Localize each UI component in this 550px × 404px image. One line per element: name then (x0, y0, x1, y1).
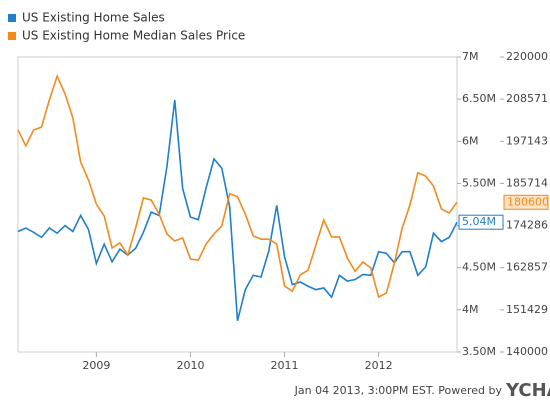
y2-tick-label: 185714 (506, 176, 548, 189)
legend-swatch (8, 32, 16, 40)
legend-swatch (8, 14, 16, 22)
y2-tick-label: 208571 (506, 92, 548, 105)
brand: YCHARTS (505, 380, 550, 401)
y-tick-label: 4.50M (462, 261, 496, 274)
y2-tick-label: 197143 (506, 134, 548, 147)
y-tick-label: 6.50M (462, 92, 496, 105)
y-tick-label: 7M (462, 50, 479, 63)
y2-tick-label: 174286 (506, 219, 548, 232)
legend-label: US Existing Home Median Sales Price (22, 29, 245, 43)
series-line (17, 73, 458, 299)
y-tick-label: 4M (462, 303, 479, 316)
x-tick-label: 2009 (82, 359, 110, 372)
plot-frame (17, 56, 458, 353)
x-tick-label: 2010 (176, 359, 204, 372)
footer: Jan 04 2013, 3:00PM EST. Powered by (294, 384, 503, 397)
end-label: 5.04M (462, 215, 496, 228)
end-label-box (458, 214, 504, 230)
y-tick-label: 5.50M (462, 176, 496, 189)
x-tick-label: 2012 (365, 359, 393, 372)
end-label: 180600 (507, 195, 549, 208)
y2-tick-label: 151429 (506, 303, 548, 316)
y2-tick-label: 140000 (506, 345, 548, 358)
y-tick-label: 6M (462, 134, 479, 147)
end-label-box (503, 194, 549, 210)
series-line (17, 99, 458, 322)
y2-tick-label: 220000 (506, 50, 548, 63)
legend-label: US Existing Home Sales (22, 11, 165, 25)
y-tick-label: 3.50M (462, 345, 496, 358)
x-tick-label: 2011 (271, 359, 299, 372)
y2-tick-label: 162857 (506, 261, 548, 274)
